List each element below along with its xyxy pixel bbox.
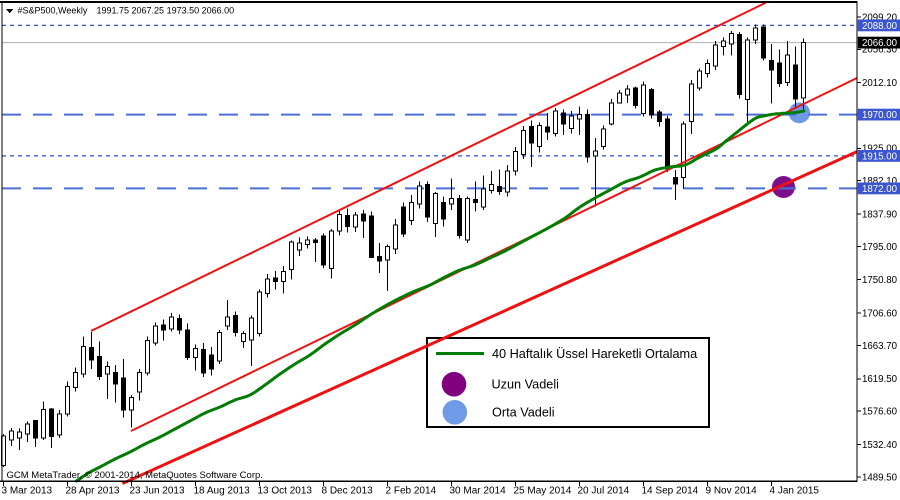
svg-text:1706.60: 1706.60: [862, 309, 898, 320]
svg-text:3 Mar 2013: 3 Mar 2013: [2, 486, 53, 497]
svg-text:1991.75 2067.25 1973.50 2066.0: 1991.75 2067.25 1973.50 2066.00: [97, 6, 235, 16]
svg-text:23 Jun 2013: 23 Jun 2013: [130, 486, 185, 497]
svg-text:1532.40: 1532.40: [862, 440, 898, 451]
svg-text:1750.80: 1750.80: [862, 275, 898, 286]
svg-text:18 Aug 2013: 18 Aug 2013: [194, 486, 251, 497]
svg-text:14 Sep 2014: 14 Sep 2014: [642, 486, 699, 497]
svg-text:4 Jan 2015: 4 Jan 2015: [770, 486, 820, 497]
svg-text:1882.10: 1882.10: [862, 176, 898, 187]
svg-text:1795.00: 1795.00: [862, 242, 898, 253]
svg-text:2088.00: 2088.00: [862, 21, 898, 32]
svg-text:2099.20: 2099.20: [862, 12, 898, 23]
svg-text:1925.00: 1925.00: [862, 144, 898, 155]
svg-text:1489.50: 1489.50: [862, 472, 898, 483]
svg-text:1837.90: 1837.90: [862, 209, 898, 220]
svg-text:40 Haftalık Üssel Hareketli Or: 40 Haftalık Üssel Hareketli Ortalama: [492, 347, 698, 361]
svg-text:20 Jul 2014: 20 Jul 2014: [578, 486, 630, 497]
svg-text:8 Dec 2013: 8 Dec 2013: [322, 486, 374, 497]
svg-text:1915.00: 1915.00: [862, 151, 898, 162]
svg-text:13 Oct 2013: 13 Oct 2013: [258, 486, 313, 497]
svg-text:1619.50: 1619.50: [862, 374, 898, 385]
svg-text:Uzun Vadeli: Uzun Vadeli: [492, 378, 559, 392]
svg-text:#S&P500,Weekly: #S&P500,Weekly: [18, 6, 88, 16]
svg-text:1576.60: 1576.60: [862, 407, 898, 418]
svg-text:GCM MetaTrader, © 2001-2014, M: GCM MetaTrader, © 2001-2014, MetaQuotes …: [7, 470, 263, 481]
svg-text:1872.00: 1872.00: [862, 184, 898, 195]
svg-text:30 Mar 2014: 30 Mar 2014: [450, 486, 507, 497]
svg-text:2056.30: 2056.30: [862, 45, 898, 56]
svg-text:9 Nov 2014: 9 Nov 2014: [706, 486, 758, 497]
svg-text:2066.00: 2066.00: [862, 38, 898, 49]
svg-text:2 Feb 2014: 2 Feb 2014: [386, 486, 437, 497]
svg-text:Orta Vadeli: Orta Vadeli: [492, 406, 555, 420]
svg-text:1970.00: 1970.00: [862, 110, 898, 121]
svg-text:25 May 2014: 25 May 2014: [514, 486, 572, 497]
svg-text:2012.10: 2012.10: [862, 78, 898, 89]
svg-text:1663.70: 1663.70: [862, 341, 898, 352]
svg-text:28 Apr 2013: 28 Apr 2013: [66, 486, 120, 497]
